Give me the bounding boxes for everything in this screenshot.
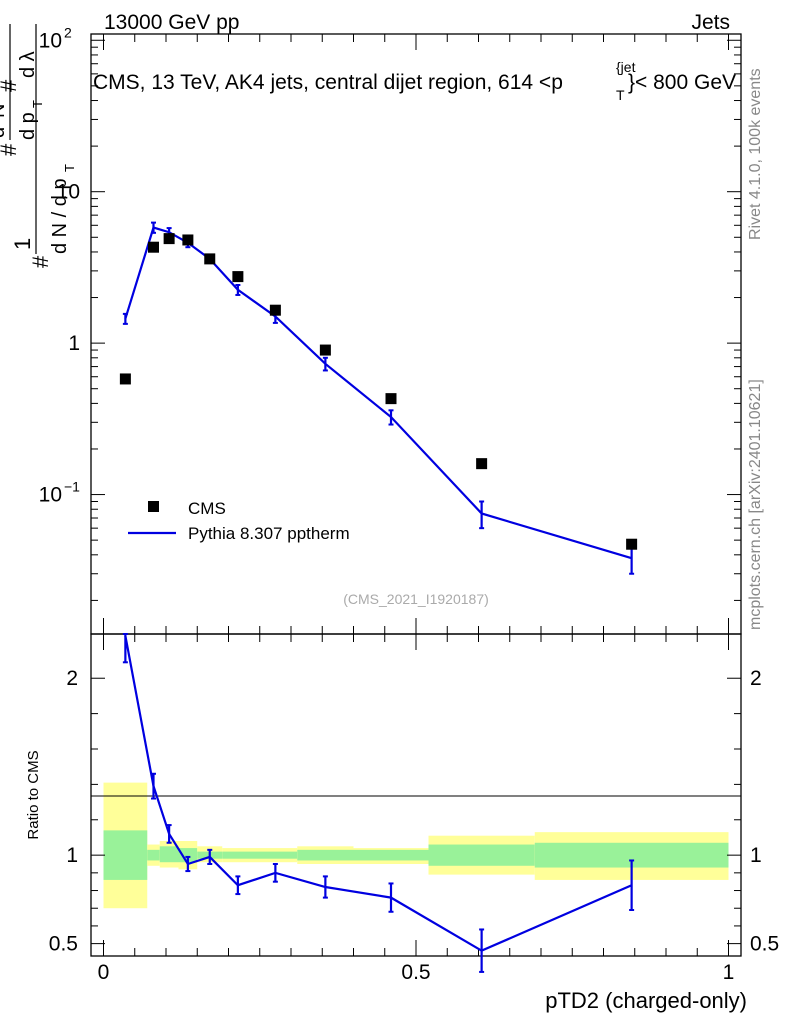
svg-text:#: # xyxy=(28,255,53,268)
main-y-tick-label: 1 xyxy=(68,332,80,355)
ratio-curve xyxy=(124,635,633,952)
ratio-x-tick-label: 1 xyxy=(723,961,735,984)
ratio-y-axis-label: Ratio to CMS xyxy=(25,750,42,839)
ratio-axis-ticks xyxy=(91,634,741,956)
ratio-y-tick-label-right: 1 xyxy=(750,844,762,867)
header-category-label: Jets xyxy=(691,11,730,34)
svg-text:T: T xyxy=(30,100,45,108)
ratio-band-green xyxy=(159,846,179,863)
plot-title-tail: }< 800 GeV xyxy=(628,71,736,94)
cms-data-point xyxy=(476,458,488,470)
ratio-x-tick-label: 0 xyxy=(98,961,110,984)
svg-text:#: # xyxy=(0,143,21,156)
legend: CMS Pythia 8.307 pptherm xyxy=(128,499,350,543)
ratio-plot-frame xyxy=(90,633,742,957)
main-y-tick-label: 10 xyxy=(39,484,62,507)
header-process-label: 13000 GeV pp xyxy=(104,11,239,34)
cms-data-point xyxy=(182,234,194,246)
legend-cms-marker xyxy=(148,501,159,512)
svg-text:d N / d p: d N / d p xyxy=(49,178,71,254)
legend-pythia-label: Pythia 8.307 pptherm xyxy=(188,524,350,543)
cms-data-point xyxy=(232,271,244,283)
main-data-layer xyxy=(119,221,638,575)
plot-title: CMS, 13 TeV, AK4 jets, central dijet reg… xyxy=(93,59,736,103)
legend-cms-label: CMS xyxy=(188,499,226,518)
ratio-band-green xyxy=(353,849,429,861)
ratio-band-green xyxy=(428,844,535,866)
ratio-band-green xyxy=(297,849,354,861)
main-plot-frame xyxy=(90,33,742,635)
cms-data-point xyxy=(626,538,638,550)
svg-text:1: 1 xyxy=(10,238,35,250)
mcplots-credit-label: mcplots.cern.ch [arXiv:2401.10621] xyxy=(747,379,764,630)
ratio-y-tick-label-left: 0.5 xyxy=(49,933,78,956)
cms-data-point xyxy=(119,373,131,385)
svg-text:N: N xyxy=(0,104,9,118)
x-axis-label: pTD2 (charged-only) xyxy=(545,988,747,1013)
main-y-tick-exponent: 2 xyxy=(64,24,72,40)
ratio-y-tick-label-left: 2 xyxy=(66,667,78,690)
cms-data-point xyxy=(385,393,397,405)
ratio-y-tick-label-right: 2 xyxy=(750,667,762,690)
svg-text:d: d xyxy=(0,127,9,138)
ratio-band-green xyxy=(178,848,198,863)
cms-data-point xyxy=(163,233,175,245)
analysis-id-label: (CMS_2021_I1920187) xyxy=(343,591,489,607)
main-y-tick-label: 10 xyxy=(39,29,62,52)
ratio-y-tick-label-left: 1 xyxy=(66,844,78,867)
rivet-version-label: Rivet 4.1.0, 100k events xyxy=(747,68,764,240)
cms-data-point xyxy=(148,241,159,253)
cms-data-point xyxy=(269,304,281,316)
cms-data-point xyxy=(319,344,331,356)
cms-data-point xyxy=(204,253,216,265)
ratio-band-green xyxy=(147,849,160,861)
plot-title-main: CMS, 13 TeV, AK4 jets, central dijet reg… xyxy=(93,71,563,94)
ratio-uncertainty-bands xyxy=(103,782,729,909)
main-y-axis-label: # 1 d N / d p T # d 2 N d p T # d λ xyxy=(0,24,77,268)
ratio-band-green xyxy=(103,830,148,880)
main-y-tick-label: 10 xyxy=(57,181,80,204)
main-axis-ticks xyxy=(91,34,741,634)
ratio-plot-panel: 2 2 1 1 0.5 0.5 0 0.5 1 Ratio to CMS pTD2 (charg… xyxy=(25,633,779,1013)
ratio-band-green xyxy=(253,851,298,859)
ratio-band-green xyxy=(222,851,254,859)
plot-title-superscript: {jet xyxy=(616,59,636,75)
plot-title-subscript: T xyxy=(616,87,625,103)
svg-text:d λ: d λ xyxy=(17,51,39,78)
svg-text:#: # xyxy=(0,79,21,92)
ratio-x-tick-label: 0.5 xyxy=(401,961,430,984)
svg-text:T: T xyxy=(62,164,77,172)
ratio-data-layer xyxy=(122,633,635,973)
ratio-y-tick-label-right: 0.5 xyxy=(750,933,779,956)
main-y-tick-exponent: −1 xyxy=(64,479,80,495)
ratio-tick-labels: 2 2 1 1 0.5 0.5 0 0.5 1 xyxy=(49,667,779,984)
svg-text:d p: d p xyxy=(17,112,39,140)
